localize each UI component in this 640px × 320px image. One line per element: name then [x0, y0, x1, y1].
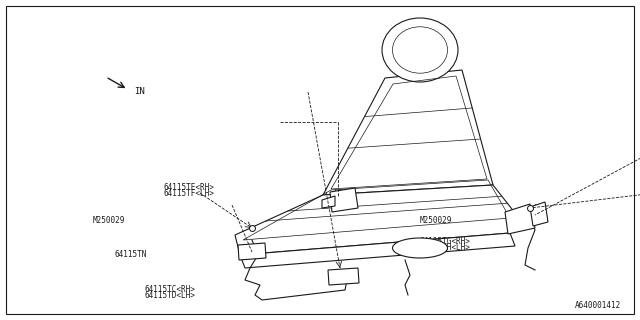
Text: M250029: M250029	[92, 216, 125, 225]
Ellipse shape	[392, 238, 447, 258]
Polygon shape	[235, 185, 515, 255]
Text: 64115TE<RH>: 64115TE<RH>	[164, 183, 214, 192]
Text: 64115TH<LH>: 64115TH<LH>	[419, 244, 470, 252]
Polygon shape	[240, 233, 515, 268]
Text: IN: IN	[134, 87, 145, 96]
Polygon shape	[322, 196, 335, 208]
Text: A640001412: A640001412	[575, 301, 621, 310]
Polygon shape	[530, 202, 548, 226]
Polygon shape	[328, 268, 359, 285]
Text: 64115TF<LH>: 64115TF<LH>	[164, 189, 214, 198]
Ellipse shape	[382, 18, 458, 82]
Text: 64115TD<LH>: 64115TD<LH>	[145, 292, 195, 300]
Polygon shape	[330, 188, 358, 212]
Polygon shape	[238, 243, 266, 260]
Text: M250029: M250029	[419, 216, 452, 225]
Text: 64115TC<RH>: 64115TC<RH>	[145, 285, 195, 294]
Polygon shape	[505, 204, 535, 234]
Text: 64115TN: 64115TN	[115, 250, 147, 259]
Polygon shape	[323, 70, 493, 195]
Text: 64115TG<RH>: 64115TG<RH>	[419, 237, 470, 246]
